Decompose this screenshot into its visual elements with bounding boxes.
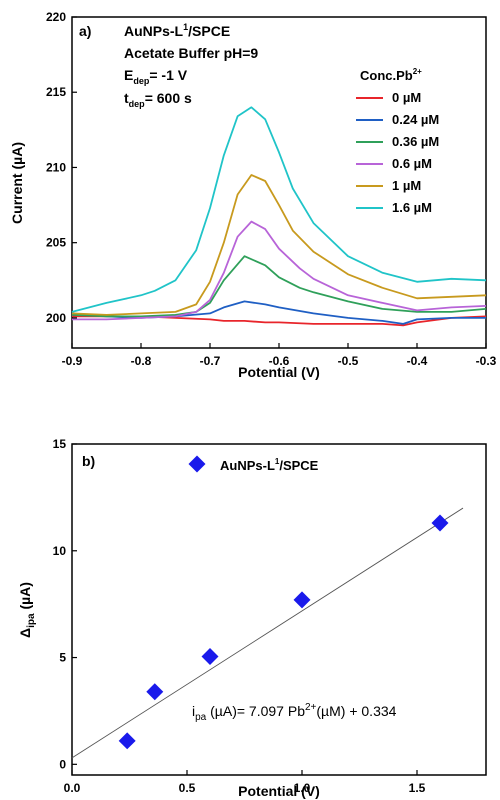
panel-a-legend: 0 µM 0.24 µM 0.36 µM 0.6 µM 1 µM 1.6 µM [356,90,439,215]
panel-b-points-group [118,514,449,750]
panel-a-0-y-tick-label: 200 [46,311,66,325]
panel-b-1-x-tick-label: 0.0 [64,781,81,795]
panel-b-1-y-tick-label: 10 [53,544,67,558]
panel-a-annotation-2: Acetate Buffer pH=9 [124,45,258,61]
panel-a-y-axis: 200 205 210 215 220 [46,10,77,325]
panel-a-label: a) [79,23,91,39]
panel-b-x-axis: 0.0 0.5 1.0 1.5 [64,770,426,795]
legend-label-3: 0.6 µM [392,156,432,171]
data-point-2 [201,648,219,665]
legend-label-0: 0 µM [392,90,421,105]
panel-b-fit-equation: ipa (µA)= 7.097 Pb2+(µM) + 0.334 [192,702,397,723]
panel-b-chart: 0.0 0.5 1.0 1.5 0 5 10 15 b) AuNPs-L1/SPCE ipa… [17,437,487,799]
panel-b-x-axis-label: Potential (V) [238,783,320,799]
panel-a-annotation-1: AuNPs-L1/SPCE [124,22,230,39]
panel-a-0-x-tick-label: -0.8 [131,354,152,368]
panel-a-0-x-tick-label: -0.5 [338,354,359,368]
panel-b-legend-marker [188,455,206,473]
panel-b-1-y-tick-label: 15 [53,437,67,451]
panel-a-0-x-tick-label: -0.3 [476,354,497,368]
panel-a-x-axis-label: Potential (V) [238,364,320,380]
panel-a-annotation-3: Edep= -1 V [124,67,188,86]
panel-a-legend-title: Conc.Pb2+ [360,67,422,83]
series-line-3 [72,220,487,321]
panel-b-1-x-tick-label: 0.5 [179,781,196,795]
series-line-4 [71,174,487,316]
panel-a-annotation-4: tdep= 600 s [124,90,192,109]
data-point-0 [118,732,136,750]
panel-a-chart: -0.9 -0.8 -0.7 -0.6 -0.5 -0.4 -0.3 200 205 210 21… [9,10,497,380]
legend-label-2: 0.36 µM [392,134,439,149]
legend-label-4: 1 µM [392,178,421,193]
panel-b-plot-frame [71,443,487,776]
panel-b-1-x-tick-label: 1.0 [294,781,311,795]
panel-a-0-x-tick-label: -0.7 [200,354,221,368]
panel-a-y-axis-label: Current (µA) [9,142,25,224]
data-point-4 [431,514,449,532]
panel-b-legend-label: AuNPs-L1/SPCE [220,457,319,473]
panel-a-0-x-tick-label: -0.6 [269,354,290,368]
panel-b-y-axis: 0 5 10 15 [53,437,77,771]
panel-a-0-x-tick-label: -0.9 [62,354,83,368]
panel-a-0-y-tick-label: 215 [46,85,66,99]
panel-b-1-y-tick-label: 0 [59,757,66,771]
legend-label-1: 0.24 µM [392,112,439,127]
panel-a-0-y-tick-label: 220 [46,10,66,24]
panel-b-label: b) [82,453,95,469]
panel-a-x-axis: -0.9 -0.8 -0.7 -0.6 -0.5 -0.4 -0.3 [62,343,497,368]
panel-b-fit-line-group [71,507,464,759]
series-line-5 [71,106,487,313]
panel-b-1-y-tick-label: 5 [59,651,66,665]
series-line-2 [71,255,487,318]
legend-label-5: 1.6 µM [392,200,432,215]
panel-b-1-x-tick-label: 1.5 [409,781,426,795]
panel-a-0-y-tick-label: 205 [46,236,66,250]
fit-line [71,507,464,759]
panel-b-y-axis-label: Δipa (µA) [17,582,37,638]
panel-a-0-x-tick-label: -0.4 [407,354,428,368]
data-point-1 [146,683,164,701]
data-point-3 [293,591,311,609]
panel-a-0-y-tick-label: 210 [46,160,66,174]
panel-a-series-group [71,106,487,327]
